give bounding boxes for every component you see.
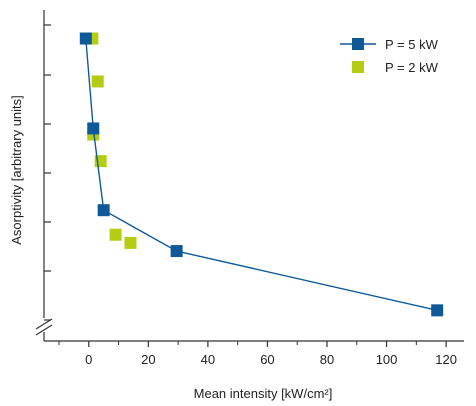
data-point <box>79 32 92 45</box>
data-point <box>109 228 122 241</box>
x-tick-label: 100 <box>376 352 398 367</box>
series-p2kw <box>86 32 137 249</box>
legend: P = 5 kW P = 2 kW <box>340 37 439 75</box>
legend-label: P = 5 kW <box>385 37 439 52</box>
data-point <box>124 236 137 249</box>
series-line <box>85 38 438 312</box>
series-p5kw <box>79 32 444 317</box>
x-tick-label: 20 <box>141 352 155 367</box>
series-layer <box>79 32 444 317</box>
data-point <box>87 122 100 135</box>
y-axis-break-mark <box>35 324 53 336</box>
legend-marker <box>352 61 364 73</box>
x-tick-label: 0 <box>85 352 92 367</box>
legend-label: P = 2 kW <box>385 60 439 75</box>
x-tick-label: 40 <box>201 352 215 367</box>
y-axis-title: Asorptivity [arbitrary units] <box>9 95 24 245</box>
x-axis-title: Mean intensity [kW/cm²] <box>194 386 333 401</box>
data-point <box>91 75 104 88</box>
data-point <box>97 204 110 217</box>
data-point <box>431 304 444 317</box>
legend-marker <box>352 38 364 50</box>
x-tick-label: 80 <box>320 352 334 367</box>
y-axis-break-mark <box>35 318 53 330</box>
x-tick-label: 60 <box>260 352 274 367</box>
axes: 0 20 40 60 80 100 120 <box>35 10 464 367</box>
data-point <box>170 245 183 258</box>
x-tick-label: 120 <box>435 352 457 367</box>
